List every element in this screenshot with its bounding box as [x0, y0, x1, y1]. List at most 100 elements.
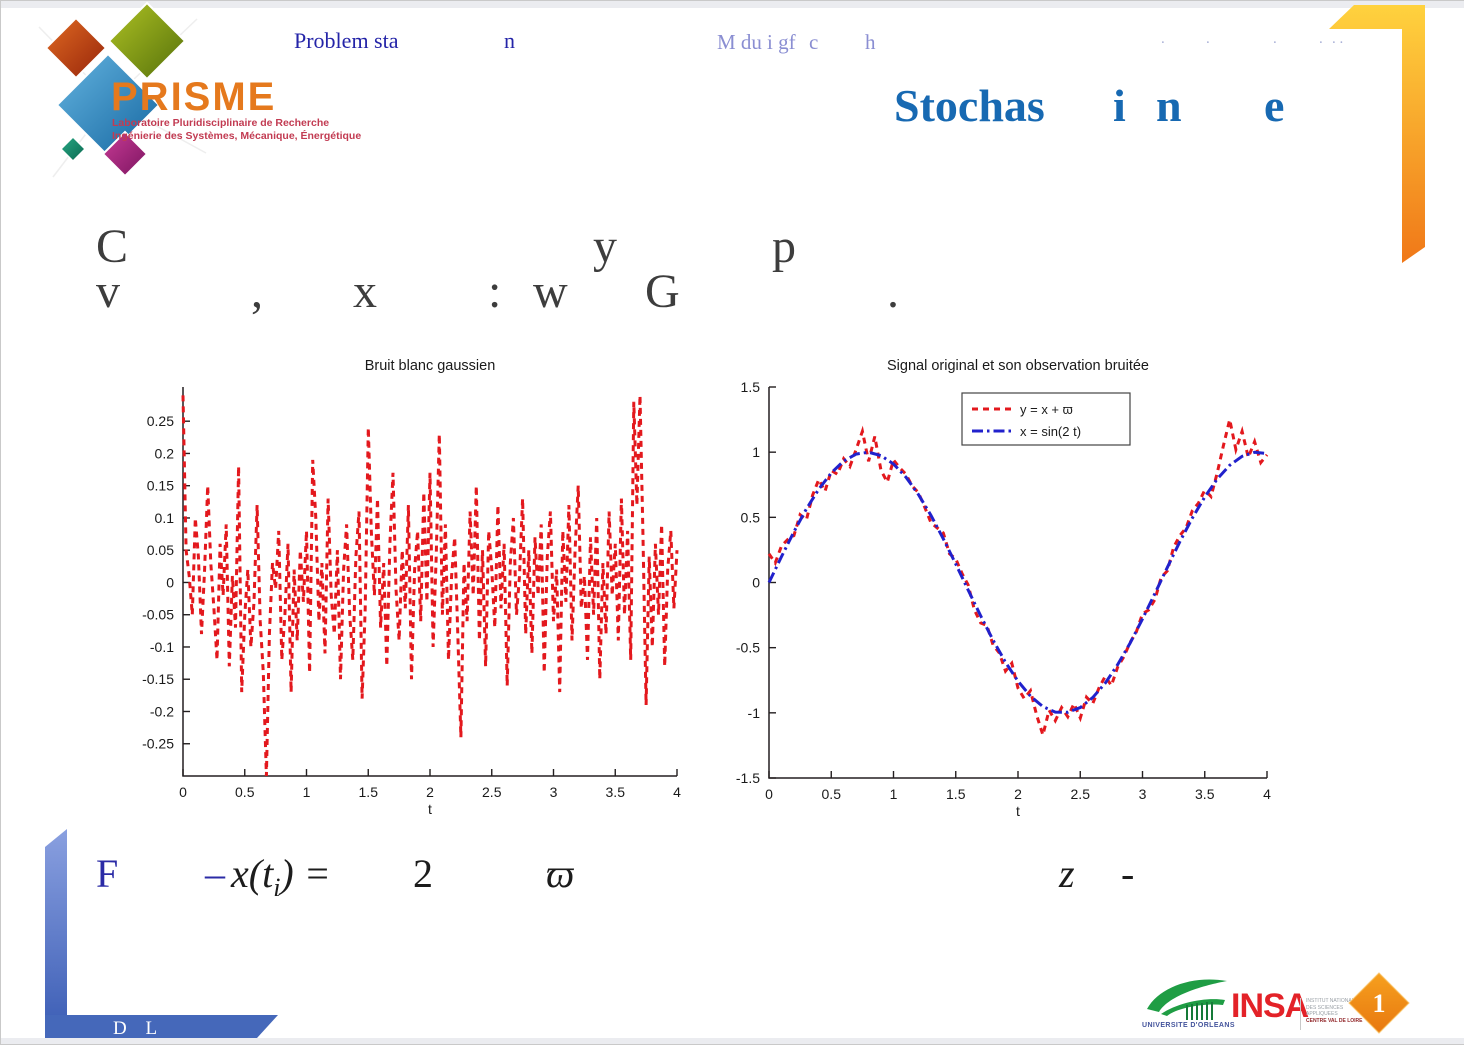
prisme-diamond-teal [59, 135, 87, 163]
orange-corner-ribbon [1329, 5, 1425, 263]
body-text-fragment: : [488, 265, 502, 318]
svg-text:t: t [428, 801, 432, 817]
blue-corner-ribbon: D L [45, 829, 278, 1039]
svg-text:1.5: 1.5 [946, 786, 966, 802]
body-text-fragment: , [251, 265, 263, 318]
svg-text:3: 3 [550, 784, 558, 800]
svg-text:-0.1: -0.1 [150, 639, 174, 655]
header-left-fragment: n [504, 28, 515, 53]
svg-text:0: 0 [179, 784, 187, 800]
header-left-fragment: Problem sta [294, 28, 399, 53]
svg-text:1: 1 [303, 784, 311, 800]
svg-text:1: 1 [752, 444, 760, 460]
footer-initials: D L [113, 1018, 164, 1039]
formula-varpi: ϖ [546, 851, 575, 896]
prisme-logo [38, 1, 207, 178]
svg-text:3.5: 3.5 [606, 784, 626, 800]
body-text-fragment: G [645, 265, 680, 318]
svg-text:2: 2 [426, 784, 434, 800]
svg-text:-0.2: -0.2 [150, 703, 174, 719]
body-text-fragment: y [593, 220, 617, 273]
svg-text:1: 1 [890, 786, 898, 802]
faint-mark: . [1206, 31, 1210, 47]
body-text-fragment: x [353, 265, 377, 318]
svg-text:0: 0 [166, 574, 174, 590]
insa-separator [1300, 998, 1301, 1030]
body-text-fragment: p [772, 220, 796, 273]
svg-text:3.5: 3.5 [1195, 786, 1215, 802]
top-edge [1, 1, 1464, 8]
bottom-edge [1, 1038, 1464, 1044]
faint-mark: . [1161, 31, 1165, 47]
page-number-diamond: 1 [1348, 972, 1410, 1034]
svg-text:-0.05: -0.05 [142, 607, 174, 623]
faint-mark: . [1273, 31, 1277, 47]
svg-text:0.25: 0.25 [147, 413, 174, 429]
insa-logo: INSA [1231, 987, 1309, 1025]
body-text-fragment: v [96, 265, 120, 318]
svg-text:4: 4 [1263, 786, 1271, 802]
svg-text:1.5: 1.5 [359, 784, 379, 800]
body-text-fragment: C [96, 220, 129, 273]
signal-chart: Signal original et son observation bruit… [736, 358, 1271, 819]
uo-swoosh-icon [1147, 979, 1227, 1012]
formula-x-of-ti: x(ti) = [231, 851, 331, 902]
header-right-fragment: c [809, 30, 819, 54]
svg-text:-0.15: -0.15 [142, 671, 174, 687]
uo-hatch-icon [1186, 1002, 1213, 1020]
svg-text:0.5: 0.5 [822, 786, 842, 802]
svg-text:3: 3 [1139, 786, 1147, 802]
svg-text:0.1: 0.1 [155, 510, 175, 526]
svg-text:Bruit blanc gaussien: Bruit blanc gaussien [365, 358, 496, 374]
formula-two: 2 [413, 851, 433, 896]
prisme-logo-subtitle1: Laboratoire Pluridisciplinaire de Recher… [112, 117, 330, 129]
body-text-fragment: w [533, 265, 568, 318]
prisme-diamond-magenta [101, 130, 149, 178]
slide-title-fragment: e [1264, 80, 1285, 131]
header-right-fragment: i gf [767, 30, 796, 54]
svg-text:-1: -1 [748, 705, 761, 721]
slide-title-fragment: Stochas [894, 80, 1045, 131]
svg-text:0.5: 0.5 [741, 509, 761, 525]
formula-fragment-F: F [96, 851, 119, 896]
prisme-logo-subtitle2: Ingénierie des Systèmes, Mécanique, Éner… [112, 130, 362, 142]
svg-text:-1.5: -1.5 [736, 770, 760, 786]
formula-dash: - [1121, 851, 1135, 896]
prisme-diamond-red [44, 16, 108, 80]
svg-text:Signal original et son observa: Signal original et son observation bruit… [887, 358, 1149, 374]
svg-text:0: 0 [765, 786, 773, 802]
slide-title-fragment: i [1113, 80, 1126, 131]
page-number: 1 [1373, 989, 1386, 1018]
university-orleans-label: UNIVERSITE D'ORLEANS [1142, 1022, 1235, 1029]
header-right-fragment: M du [717, 30, 762, 54]
uo-swoosh2-icon [1161, 999, 1225, 1016]
svg-text:-0.5: -0.5 [736, 640, 760, 656]
svg-text:-0.25: -0.25 [142, 736, 174, 752]
noise-chart: Bruit blanc gaussien 0 0.5 1 1.5 2 2.5 3 3.5 4 0.2… [142, 358, 681, 817]
svg-text:0.05: 0.05 [147, 542, 174, 558]
svg-text:t: t [1016, 803, 1020, 819]
formula-minus: – [205, 851, 225, 896]
insa-caption: INSTITUT NATIONAL DES SCIENCES APPLIQUEE… [1306, 998, 1363, 1024]
svg-text:2: 2 [1014, 786, 1022, 802]
svg-text:2.5: 2.5 [482, 784, 502, 800]
faint-mark: . . [1332, 31, 1344, 47]
header-right-fragment: h [865, 30, 876, 54]
prisme-diamond-green [107, 1, 187, 81]
svg-text:y = x + ϖ: y = x + ϖ [1020, 402, 1073, 417]
slide-title-fragment: n [1156, 80, 1182, 131]
body-text-fragment: . [887, 265, 899, 318]
svg-text:1.5: 1.5 [741, 379, 761, 395]
svg-text:2.5: 2.5 [1071, 786, 1091, 802]
svg-text:x = sin(2 t): x = sin(2 t) [1020, 424, 1081, 439]
svg-text:0: 0 [752, 575, 760, 591]
formula-z: z [1059, 851, 1075, 896]
svg-text:0.5: 0.5 [235, 784, 255, 800]
svg-text:4: 4 [673, 784, 681, 800]
svg-text:0.15: 0.15 [147, 478, 174, 494]
prisme-logo-name: PRISME [111, 75, 277, 119]
university-orleans-logo [1147, 979, 1227, 1020]
faint-mark: . [1319, 31, 1323, 47]
svg-text:0.2: 0.2 [155, 445, 175, 461]
